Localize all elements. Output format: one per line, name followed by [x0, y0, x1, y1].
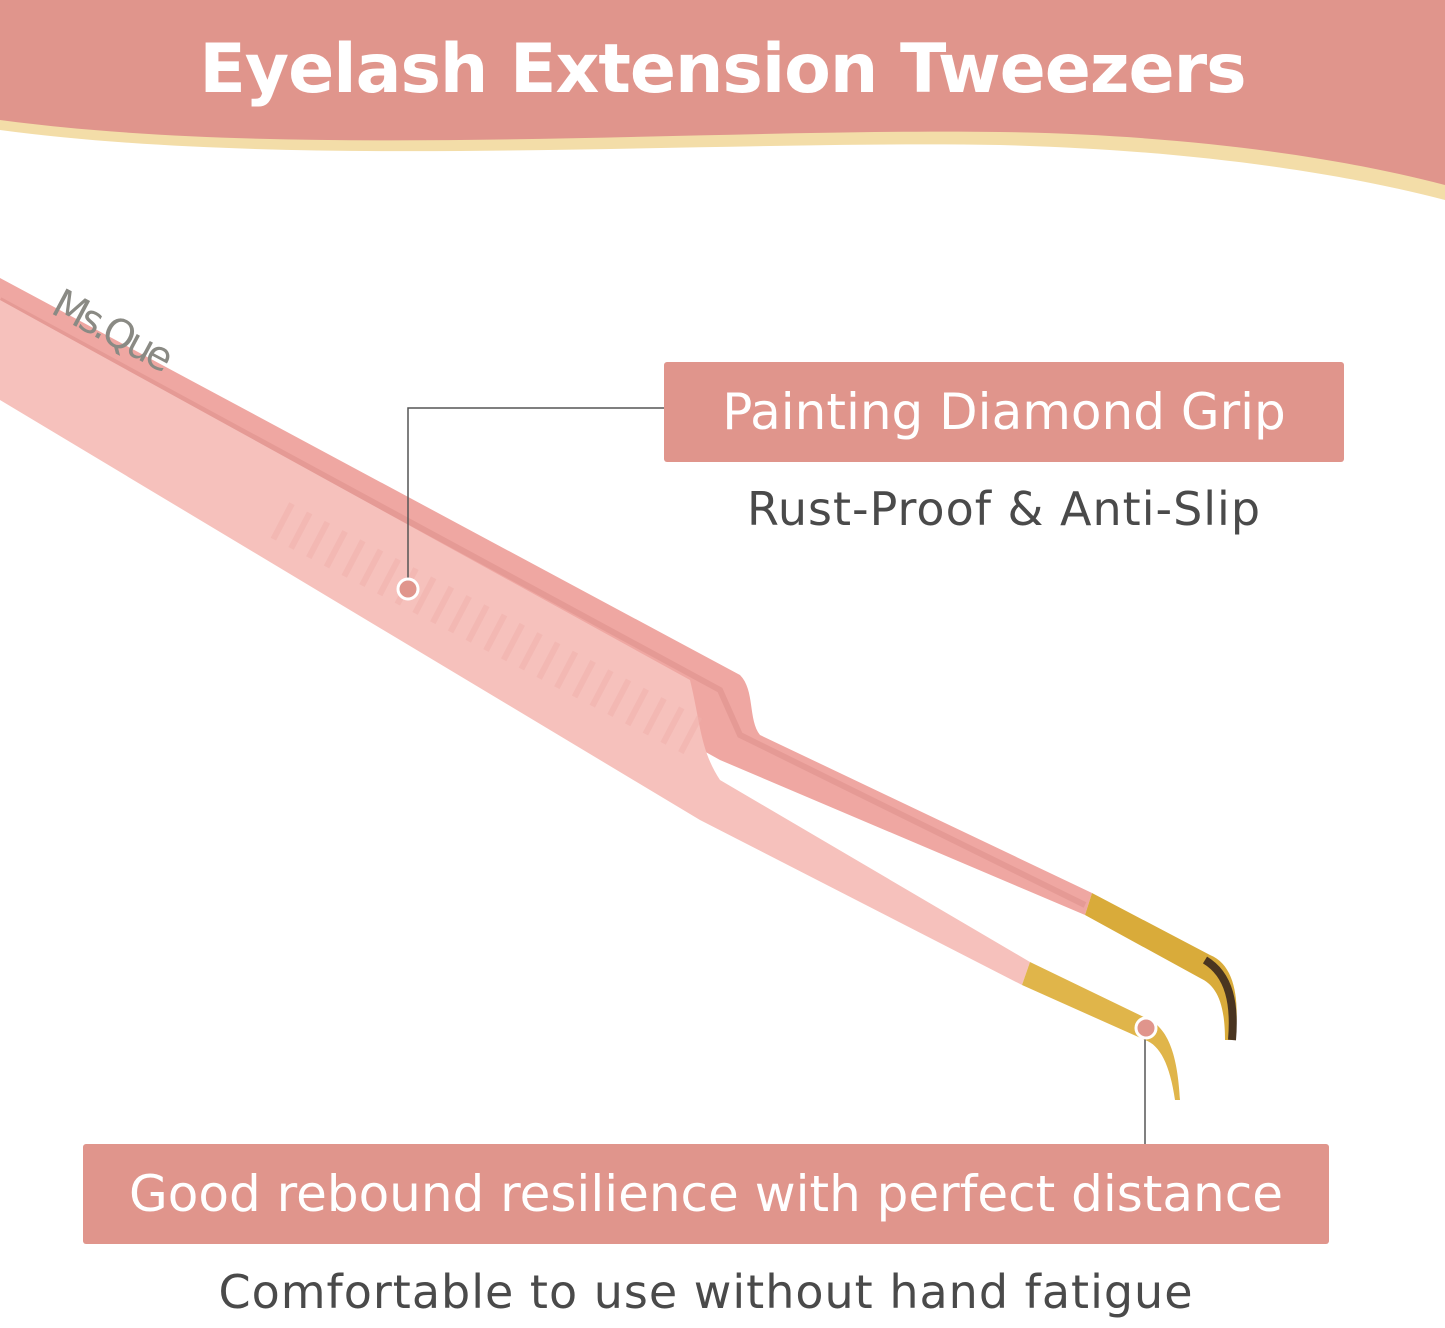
callout-dot-1 — [396, 577, 420, 601]
tweezer-lower-tip — [1022, 962, 1180, 1100]
tweezer-upper-tip — [1085, 893, 1237, 1040]
callout-label-rebound: Good rebound resilience with perfect dis… — [83, 1144, 1329, 1244]
callout-dot-2 — [1134, 1016, 1158, 1040]
callout-connector-1 — [407, 407, 664, 588]
callout-subtitle-grip: Rust-Proof & Anti-Slip — [746, 482, 1262, 536]
page-title: Eyelash Extension Tweezers — [199, 30, 1246, 109]
header-banner — [0, 0, 1445, 185]
callout-label-grip: Painting Diamond Grip — [664, 362, 1344, 462]
callout-subtitle-rebound: Comfortable to use without hand fatigue — [218, 1265, 1194, 1319]
tweezers-image: Ms.Que — [0, 278, 1237, 1100]
